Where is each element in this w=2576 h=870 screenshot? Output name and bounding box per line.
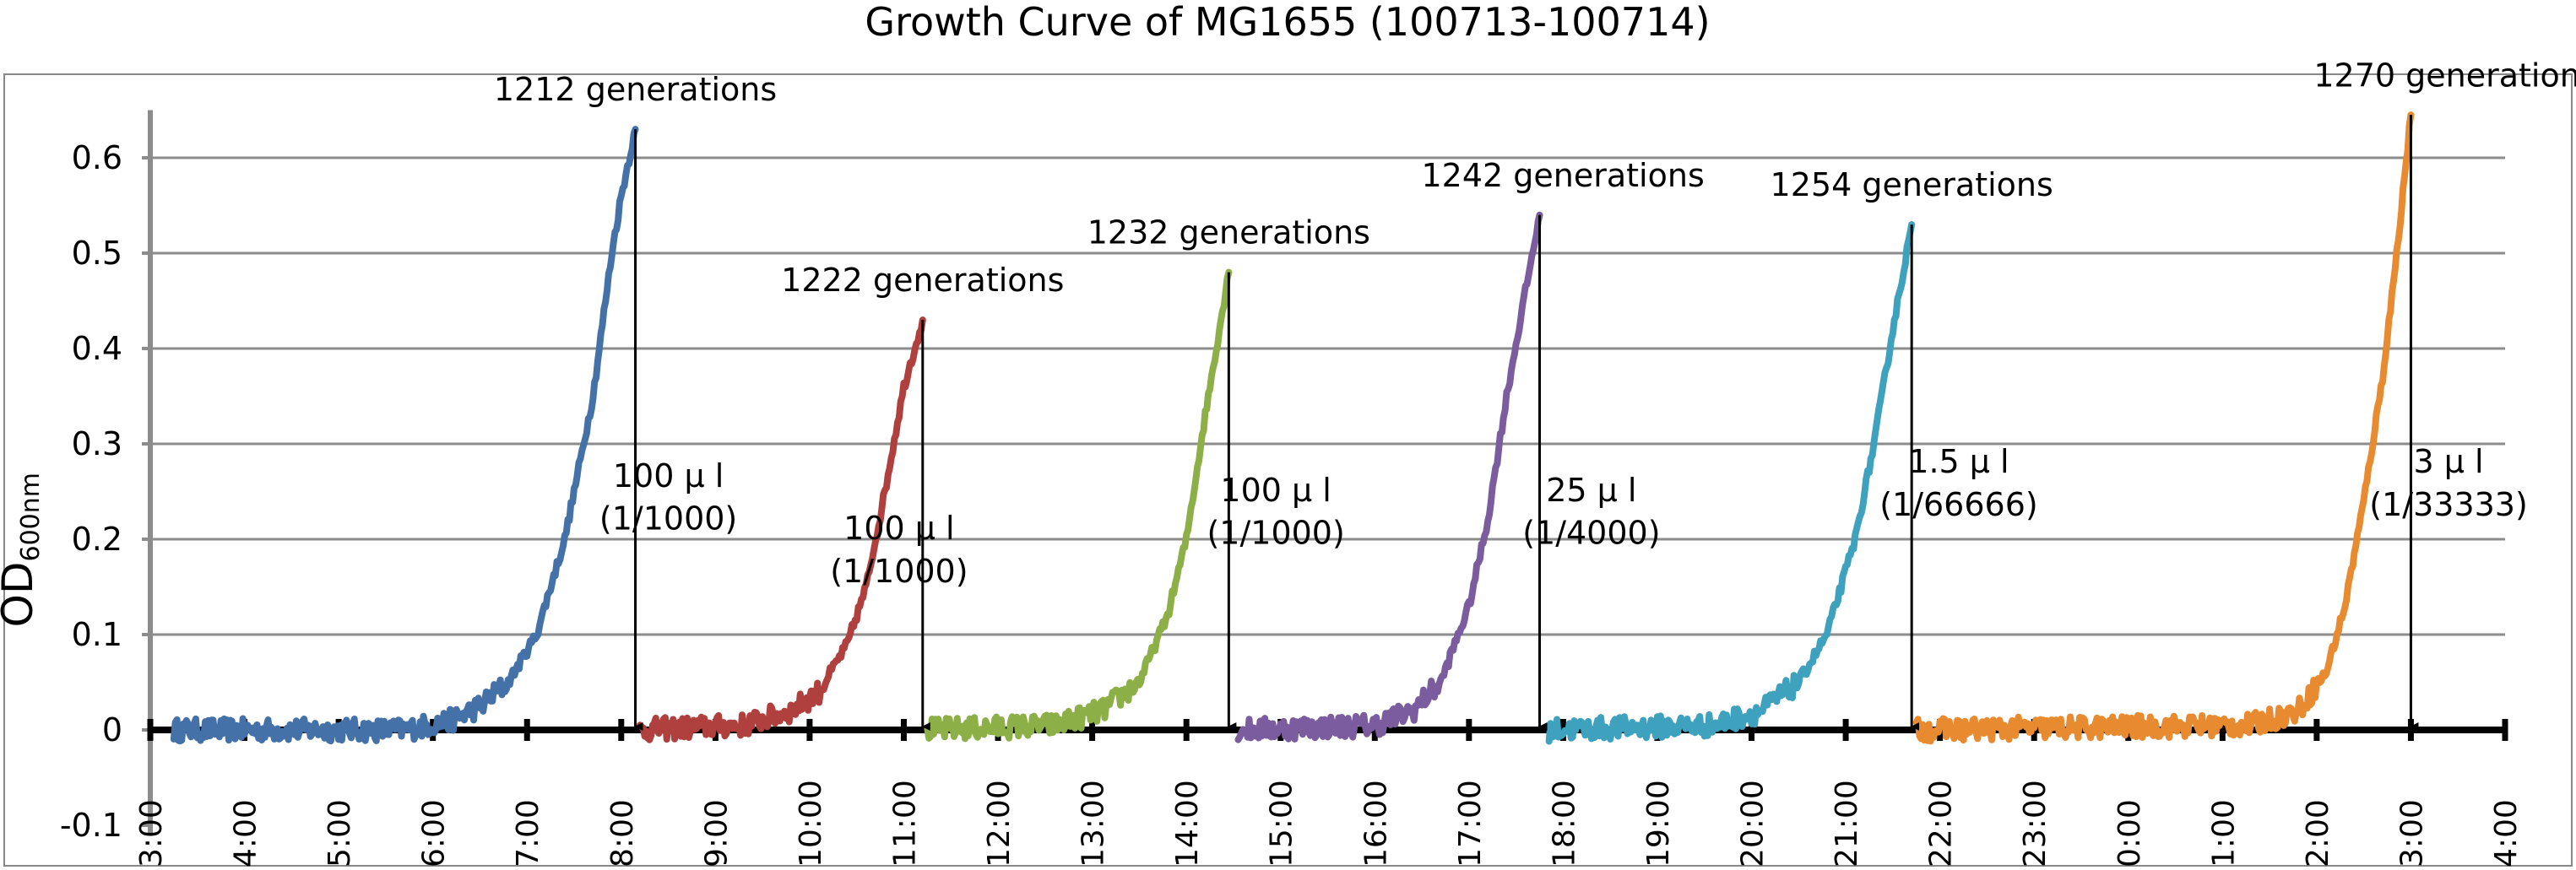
generation-label: 1232 generations: [1087, 214, 1370, 251]
x-tick-label: 3:00: [134, 799, 169, 867]
x-tick-label: 14:00: [1170, 780, 1205, 867]
x-tick-label: 11:00: [887, 780, 922, 867]
transfer-volume-label: 25 μ l: [1546, 472, 1636, 509]
y-tick-label: 0.6: [72, 139, 122, 176]
generation-label: 1270 generations: [2313, 57, 2576, 94]
y-tick-label: 0.4: [72, 330, 122, 367]
dilution-ratio-label: (1/33333): [2369, 486, 2528, 523]
x-tick-label: 15:00: [1265, 780, 1299, 867]
dilution-ratio-label: (1/1000): [1207, 515, 1344, 552]
gridlines: [150, 156, 2505, 636]
annotation-arrows: [634, 115, 2419, 731]
annotation-labels: 100 μ l (1/1000) 100 μ l (1/1000) 100 μ l (1/…: [494, 57, 2576, 590]
x-tick-label: 23:00: [2018, 780, 2053, 867]
x-tick-label: 20:00: [1736, 780, 1771, 867]
x-tick-label: 18:00: [1547, 780, 1581, 867]
series-lines: [170, 111, 2415, 745]
y-axis-label: OD600nm: [0, 473, 46, 627]
x-tick-label: 9:00: [699, 799, 734, 867]
transfer-volume-label: 100 μ l: [843, 510, 954, 547]
x-tick-label: 12:00: [982, 780, 1017, 867]
y-tick-label: 0: [102, 711, 122, 748]
x-tick-label: 13:00: [1076, 780, 1111, 867]
x-tick-label: 19:00: [1641, 780, 1676, 867]
y-tick-label: 0.1: [72, 616, 122, 653]
x-tick-label: 6:00: [417, 799, 452, 867]
x-tick-label: 17:00: [1453, 780, 1488, 867]
dilution-ratio-label: (1/66666): [1879, 486, 2038, 523]
series-line-3: [924, 268, 1233, 743]
y-tick-label: 0.5: [72, 235, 122, 272]
dilution-ratio-label: (1/1000): [830, 553, 968, 590]
series-line-2: [637, 316, 926, 743]
generation-label: 1222 generations: [781, 262, 1064, 299]
series-line-1: [170, 126, 639, 745]
x-tick-label: 10:00: [794, 780, 828, 867]
dilution-ratio-label: (1/4000): [1522, 515, 1660, 552]
chart-title: Growth Curve of MG1655 (100713-100714): [865, 0, 1710, 45]
x-tick-label: 8:00: [605, 799, 640, 867]
y-tick-label: 0.3: [72, 425, 122, 462]
axes: -0.1 0 0.1 0.2 0.3 0.4 0.5 0.6 3:00 4:00 5:00 6:00 7…: [60, 110, 2524, 867]
x-tick-label: 0:00: [2112, 799, 2147, 867]
x-tick-label: 1:00: [2206, 799, 2241, 867]
y-axis-label-subscript: 600nm: [16, 473, 46, 562]
plot-frame: [3, 73, 2573, 867]
y-tick-label: -0.1: [60, 807, 122, 844]
series-line-6: [1912, 111, 2415, 745]
y-tick-label: 0.2: [72, 521, 122, 558]
x-tick-label: 3:00: [2394, 799, 2429, 867]
x-tick-label: 4:00: [2489, 799, 2524, 867]
x-tick-label: 4:00: [229, 799, 263, 867]
y-axis-label-main: OD: [0, 562, 42, 628]
transfer-volume-label: 100 μ l: [1220, 472, 1331, 509]
x-tick-label: 16:00: [1359, 780, 1393, 867]
transfer-volume-label: 1.5 μ l: [1908, 443, 2009, 480]
generation-label: 1254 generations: [1771, 166, 2053, 203]
transfer-volume-label: 3 μ l: [2414, 443, 2484, 480]
x-tick-label: 22:00: [1924, 780, 1959, 867]
dilution-ratio-label: (1/1000): [599, 500, 737, 538]
series-line-4: [1234, 211, 1543, 743]
x-tick-label: 2:00: [2301, 799, 2335, 867]
generation-label: 1212 generations: [494, 71, 777, 108]
generation-label: 1242 generations: [1422, 157, 1705, 194]
transfer-volume-label: 100 μ l: [613, 457, 724, 494]
x-tick-label: 7:00: [511, 799, 545, 867]
series-line-5: [1545, 221, 1916, 745]
x-tick-label: 21:00: [1830, 780, 1864, 867]
x-tick-label: 5:00: [323, 799, 357, 867]
